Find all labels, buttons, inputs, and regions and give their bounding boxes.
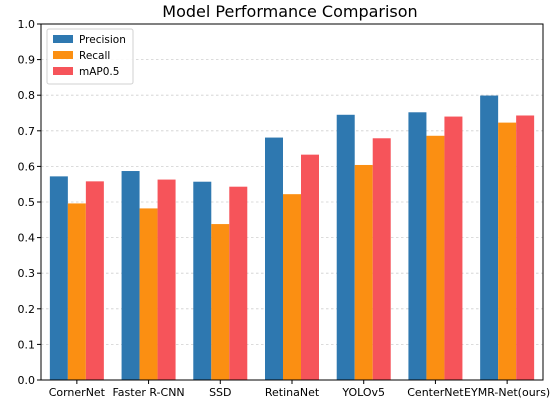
x-tick-label: Faster R-CNN [112, 386, 184, 399]
x-tick-label: EYMR-Net(ours) [464, 386, 550, 399]
bar-precision-3 [265, 137, 283, 380]
legend: Precision Recall mAP0.5 [46, 28, 134, 85]
bar-precision-4 [336, 114, 355, 380]
x-tick-label: CenterNet [407, 386, 464, 399]
x-tick-label: CornerNet [49, 386, 106, 399]
bar-map0-5-5 [444, 116, 463, 380]
y-tick-label: 0.2 [18, 303, 36, 316]
x-tick-label: RetinaNet [265, 386, 320, 399]
bar-recall-5 [426, 135, 445, 380]
bar-map0-5-4 [372, 138, 391, 380]
bar-map0-5-0 [85, 181, 104, 380]
bar-recall-1 [139, 208, 158, 380]
axes-layer: 0.0 0.1 0.2 0.3 0.4 0.5 0.6 0.7 0.8 0.9 1.0 CornerN… [18, 18, 550, 399]
bar-map0-5-3 [301, 154, 319, 380]
bars-layer [49, 95, 535, 381]
bar-recall-6 [498, 122, 517, 380]
legend-label: Recall [79, 50, 110, 62]
plot-frame [40, 23, 544, 381]
y-tick-label: 0.9 [18, 54, 36, 67]
bar-precision-1 [121, 171, 140, 380]
bar-precision-5 [408, 112, 427, 381]
y-tick-label: 0.8 [18, 89, 36, 102]
bar-precision-6 [480, 95, 499, 380]
y-tick-label: 0.6 [18, 160, 36, 173]
legend-swatch [53, 35, 73, 43]
bar-recall-2 [211, 224, 230, 380]
bar-map0-5-6 [516, 115, 535, 380]
y-tick-label: 0.4 [18, 232, 36, 245]
legend-swatch [53, 67, 73, 75]
y-tick-label: 0.0 [18, 374, 36, 387]
bar-map0-5-1 [157, 179, 176, 380]
legend-swatch [53, 51, 73, 59]
bar-recall-3 [283, 194, 301, 380]
bar-precision-0 [49, 176, 68, 380]
y-tick-label: 0.7 [18, 125, 36, 138]
y-tick-label: 0.5 [18, 196, 36, 209]
x-tick-label: SSD [209, 386, 231, 399]
y-tick-label: 0.1 [18, 338, 36, 351]
legend-label: mAP0.5 [79, 66, 119, 78]
x-tick-label: YOLOv5 [341, 386, 385, 399]
bar-map0-5-2 [229, 186, 248, 380]
y-tick-label: 0.3 [18, 267, 36, 280]
bar-precision-2 [193, 181, 212, 380]
bar-recall-0 [67, 203, 86, 380]
legend-label: Precision [79, 34, 126, 46]
chart-title: Model Performance Comparison [162, 2, 417, 21]
y-tick-label: 1.0 [18, 18, 36, 31]
bar-recall-4 [354, 164, 373, 380]
